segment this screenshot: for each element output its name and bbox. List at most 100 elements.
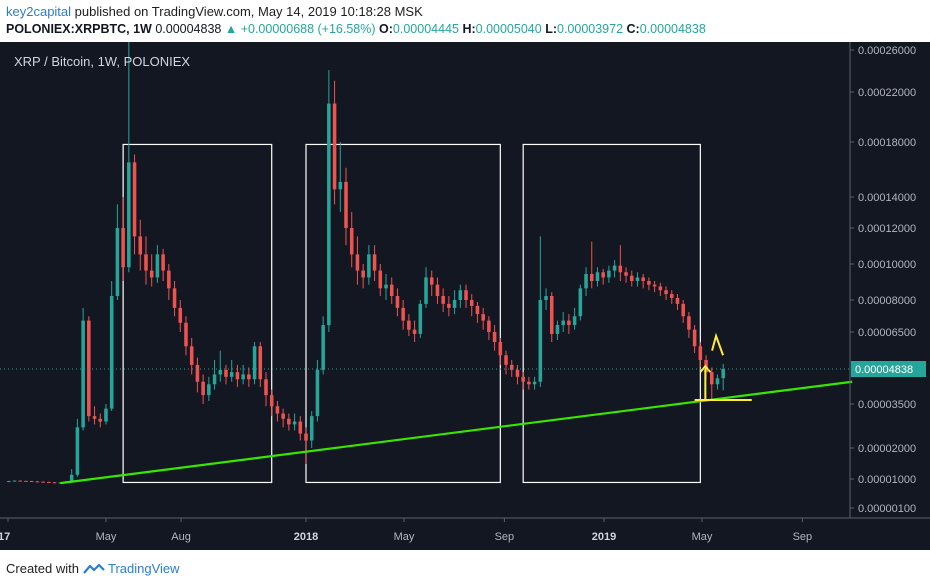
- candle-body: [207, 384, 211, 396]
- price-chart[interactable]: 0.00026000 0.00022000 0.00018000 0.00014000…: [0, 42, 930, 550]
- candle-body: [532, 381, 537, 385]
- candle: [344, 167, 348, 246]
- candle: [521, 372, 525, 390]
- candle: [207, 376, 211, 401]
- candle-body: [698, 346, 703, 360]
- y-tick-label: 0.00022000: [858, 87, 916, 99]
- x-tick-label: May: [394, 531, 415, 543]
- candle-body: [578, 288, 583, 317]
- candle: [549, 292, 554, 343]
- candle-body: [24, 480, 28, 482]
- candle: [287, 413, 291, 431]
- candle: [681, 300, 685, 323]
- y-tick-label: 0.00001000: [858, 474, 916, 486]
- candle: [149, 254, 154, 287]
- candle: [578, 284, 583, 321]
- candle-body: [389, 284, 394, 297]
- candle-body: [292, 421, 297, 425]
- candle: [589, 241, 594, 289]
- candle-body: [498, 342, 503, 356]
- candle-body: [144, 254, 148, 271]
- author-link[interactable]: key2capital: [6, 4, 72, 19]
- candle: [304, 427, 308, 464]
- candle-body: [527, 381, 531, 385]
- candle: [241, 364, 245, 385]
- candle: [498, 337, 503, 365]
- candle-body: [412, 329, 417, 334]
- candle: [561, 312, 565, 332]
- candle-body: [481, 314, 485, 321]
- low-label: L:: [545, 22, 557, 36]
- candle-body: [618, 265, 623, 273]
- candle: [18, 480, 23, 482]
- candle: [52, 481, 57, 484]
- y-tick-label: 0.00004838: [855, 364, 913, 376]
- candle: [269, 389, 274, 417]
- candle: [315, 359, 320, 422]
- candle-body: [384, 284, 388, 289]
- candle-body: [41, 481, 45, 483]
- candle-body: [149, 270, 154, 278]
- candle-body: [241, 374, 245, 380]
- candle: [321, 316, 325, 375]
- high-label: H:: [462, 22, 476, 36]
- candle: [492, 325, 497, 351]
- candle-body: [612, 265, 617, 271]
- range-box: [122, 143, 273, 484]
- candle: [401, 300, 405, 330]
- candle-body: [378, 270, 383, 289]
- candle-body: [92, 416, 97, 419]
- range-box: [305, 143, 501, 484]
- tradingview-link[interactable]: TradingView: [83, 561, 180, 576]
- candle: [355, 236, 360, 285]
- candle: [332, 80, 337, 205]
- candle: [275, 400, 280, 422]
- candle-body: [464, 290, 468, 300]
- candle: [458, 284, 463, 308]
- candle: [115, 204, 120, 300]
- y-tick-label: 0.00010000: [858, 259, 916, 271]
- candle-body: [584, 273, 588, 289]
- candle: [435, 277, 440, 304]
- candle: [361, 264, 365, 289]
- candle: [12, 480, 17, 482]
- candle-body: [401, 307, 405, 321]
- candle: [595, 267, 600, 287]
- candle: [127, 42, 131, 273]
- candle: [35, 481, 40, 483]
- candle: [7, 480, 11, 483]
- last-price: 0.00004838: [155, 22, 222, 36]
- candle: [29, 480, 34, 483]
- candle: [635, 272, 640, 287]
- candle-body: [35, 481, 40, 483]
- candle: [212, 359, 217, 390]
- candle-body: [692, 329, 697, 347]
- candle: [584, 267, 588, 297]
- candle-body: [675, 297, 680, 304]
- candle-body: [121, 228, 125, 268]
- x-tick-label: 2019: [592, 531, 616, 543]
- candle-body: [338, 181, 343, 190]
- candle-body: [538, 300, 543, 382]
- candle-body: [544, 296, 548, 300]
- candle-body: [709, 372, 714, 385]
- candle-body: [12, 480, 17, 482]
- candle-body: [452, 300, 457, 308]
- candle-body: [247, 374, 251, 380]
- candle-body: [469, 300, 474, 306]
- candle-body: [178, 307, 183, 323]
- candle-body: [47, 481, 51, 483]
- y-tick-label: 0.00018000: [858, 137, 916, 149]
- candle-body: [264, 379, 268, 396]
- candle: [252, 342, 257, 385]
- candle: [184, 316, 188, 356]
- candle: [475, 301, 480, 323]
- candle-body: [624, 272, 628, 276]
- tradingview-brand: TradingView: [107, 561, 180, 576]
- symbol-label: POLONIEX:XRPBTC, 1W: [6, 22, 152, 36]
- y-tick-label: 0.00012000: [858, 223, 916, 235]
- candle-body: [81, 320, 85, 428]
- candle: [487, 316, 491, 340]
- candle: [47, 481, 51, 483]
- candle: [367, 245, 371, 285]
